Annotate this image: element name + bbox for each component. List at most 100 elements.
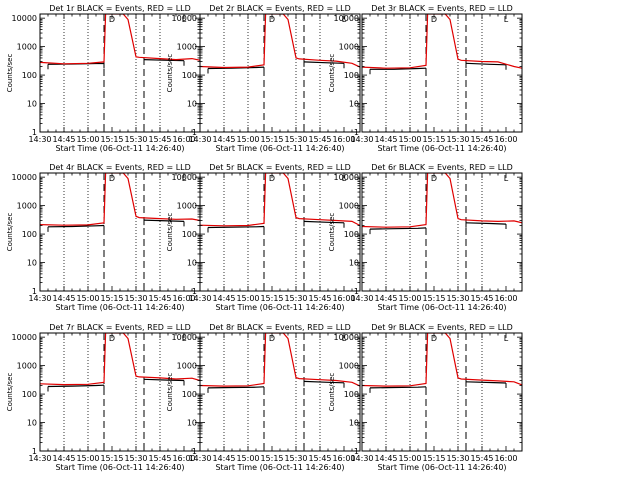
panel-frame xyxy=(39,172,201,292)
panel-plot-area xyxy=(40,333,200,392)
y-tick-label: 10 xyxy=(27,419,37,428)
panel-title: Det 2r BLACK = Events, RED = LLD xyxy=(209,4,351,13)
panel-title: Det 3r BLACK = Events, RED = LLD xyxy=(371,4,513,13)
x-tick-label: 15:30 xyxy=(284,135,307,144)
x-tick-label: 15:30 xyxy=(446,135,469,144)
events-series-line xyxy=(207,225,265,229)
panel-frame xyxy=(361,332,523,452)
detector-panel-2: Det 2r BLACK = Events, RED = LLD D L 1 10 100… xyxy=(166,4,361,153)
y-tick-label: 100 xyxy=(344,390,359,399)
panel-plot-area xyxy=(40,173,200,232)
panel-title: Det 4r BLACK = Events, RED = LLD xyxy=(49,163,191,172)
marker-label-d: D xyxy=(269,334,275,343)
x-tick-label: 14:30 xyxy=(28,135,51,144)
detector-panel-5: Det 5r BLACK = Events, RED = LLD D L 1 10 100… xyxy=(166,163,361,312)
marker-label-d: D xyxy=(109,334,115,343)
detector-panel-1: Det 1r BLACK = Events, RED = LLD D L 1 10 100… xyxy=(6,4,201,153)
events-series-line xyxy=(47,224,105,228)
events-series-line xyxy=(369,227,427,230)
y-axis-label: Counts/sec xyxy=(328,213,336,252)
y-axis-label: Counts/sec xyxy=(166,54,174,93)
x-axis-label: Start Time (06-Oct-11 14:26:40) xyxy=(215,144,344,153)
panel-plot-area xyxy=(200,173,360,233)
y-tick-label: 1000 xyxy=(339,202,359,211)
x-tick-label: 15:45 xyxy=(148,454,171,463)
y-tick-label: 1000 xyxy=(177,43,197,52)
x-tick-label: 15:30 xyxy=(124,454,147,463)
x-axis-label: Start Time (06-Oct-11 14:26:40) xyxy=(55,303,184,312)
x-tick-label: 16:00 xyxy=(494,135,517,144)
y-tick-label: 1 xyxy=(354,447,359,456)
y-tick-label: 1 xyxy=(192,447,197,456)
x-tick-label: 15:45 xyxy=(148,135,171,144)
x-tick-label: 16:00 xyxy=(494,294,517,303)
panel-frame xyxy=(39,13,201,133)
x-tick-label: 15:15 xyxy=(422,454,445,463)
y-tick-label: 10 xyxy=(27,100,37,109)
events-series-line xyxy=(465,222,507,225)
marker-label-d: D xyxy=(269,174,275,183)
panel-plot-area xyxy=(362,14,522,75)
panel-title: Det 6r BLACK = Events, RED = LLD xyxy=(371,163,513,172)
marker-label-d: D xyxy=(269,15,275,24)
y-axis-label: Counts/sec xyxy=(166,213,174,252)
x-tick-label: 16:00 xyxy=(172,294,195,303)
x-tick-label: 15:30 xyxy=(284,454,307,463)
panel-frame xyxy=(199,172,361,292)
x-tick-label: 15:00 xyxy=(76,135,99,144)
y-tick-label: 10000 xyxy=(12,333,37,342)
events-series-line xyxy=(143,219,185,222)
events-series-line xyxy=(207,386,265,389)
detector-panel-8: Det 8r BLACK = Events, RED = LLD D L 1 10 100… xyxy=(166,323,361,472)
y-tick-label: 100 xyxy=(22,71,37,80)
marker-label-l: L xyxy=(504,174,509,183)
x-tick-label: 14:45 xyxy=(374,294,397,303)
x-tick-label: 15:00 xyxy=(76,294,99,303)
events-series-line xyxy=(303,61,345,64)
y-tick-label: 1000 xyxy=(177,362,197,371)
x-tick-label: 15:45 xyxy=(470,135,493,144)
x-tick-label: 14:45 xyxy=(52,294,75,303)
x-tick-label: 15:15 xyxy=(100,135,123,144)
y-axis-label: Counts/sec xyxy=(6,373,14,412)
y-tick-label: 1000 xyxy=(17,43,37,52)
x-tick-label: 15:00 xyxy=(76,454,99,463)
x-tick-label: 14:45 xyxy=(374,454,397,463)
y-tick-label: 10000 xyxy=(12,14,37,23)
x-axis-label: Start Time (06-Oct-11 14:26:40) xyxy=(377,303,506,312)
x-axis-label: Start Time (06-Oct-11 14:26:40) xyxy=(377,463,506,472)
marker-label-d: D xyxy=(109,174,115,183)
lld-series-line xyxy=(40,173,200,226)
y-tick-label: 10 xyxy=(187,100,197,109)
x-tick-label: 15:15 xyxy=(260,294,283,303)
x-tick-label: 14:45 xyxy=(52,135,75,144)
detector-panel-6: Det 6r BLACK = Events, RED = LLD D L 1 10 100… xyxy=(328,163,523,312)
x-tick-label: 15:45 xyxy=(308,135,331,144)
x-tick-label: 15:30 xyxy=(124,135,147,144)
panel-frame xyxy=(199,332,361,452)
x-tick-label: 14:45 xyxy=(212,454,235,463)
x-tick-label: 14:30 xyxy=(28,454,51,463)
x-tick-label: 15:30 xyxy=(124,294,147,303)
y-tick-label: 1000 xyxy=(177,202,197,211)
y-tick-label: 1000 xyxy=(339,362,359,371)
events-series-line xyxy=(303,220,345,224)
panel-plot-area xyxy=(362,333,522,393)
marker-label-d: D xyxy=(431,334,437,343)
x-tick-label: 15:15 xyxy=(100,294,123,303)
y-tick-label: 1000 xyxy=(17,362,37,371)
events-series-line xyxy=(369,386,427,389)
lld-series-line xyxy=(40,14,200,65)
events-series-line xyxy=(207,66,265,70)
x-tick-label: 16:00 xyxy=(172,454,195,463)
y-axis-label: Counts/sec xyxy=(328,373,336,412)
marker-label-d: D xyxy=(431,15,437,24)
x-tick-label: 15:15 xyxy=(260,454,283,463)
x-tick-label: 14:45 xyxy=(374,135,397,144)
y-tick-label: 10 xyxy=(349,259,359,268)
y-tick-label: 10 xyxy=(187,259,197,268)
y-tick-label: 100 xyxy=(182,71,197,80)
x-tick-label: 16:00 xyxy=(332,294,355,303)
y-tick-label: 1 xyxy=(354,287,359,296)
